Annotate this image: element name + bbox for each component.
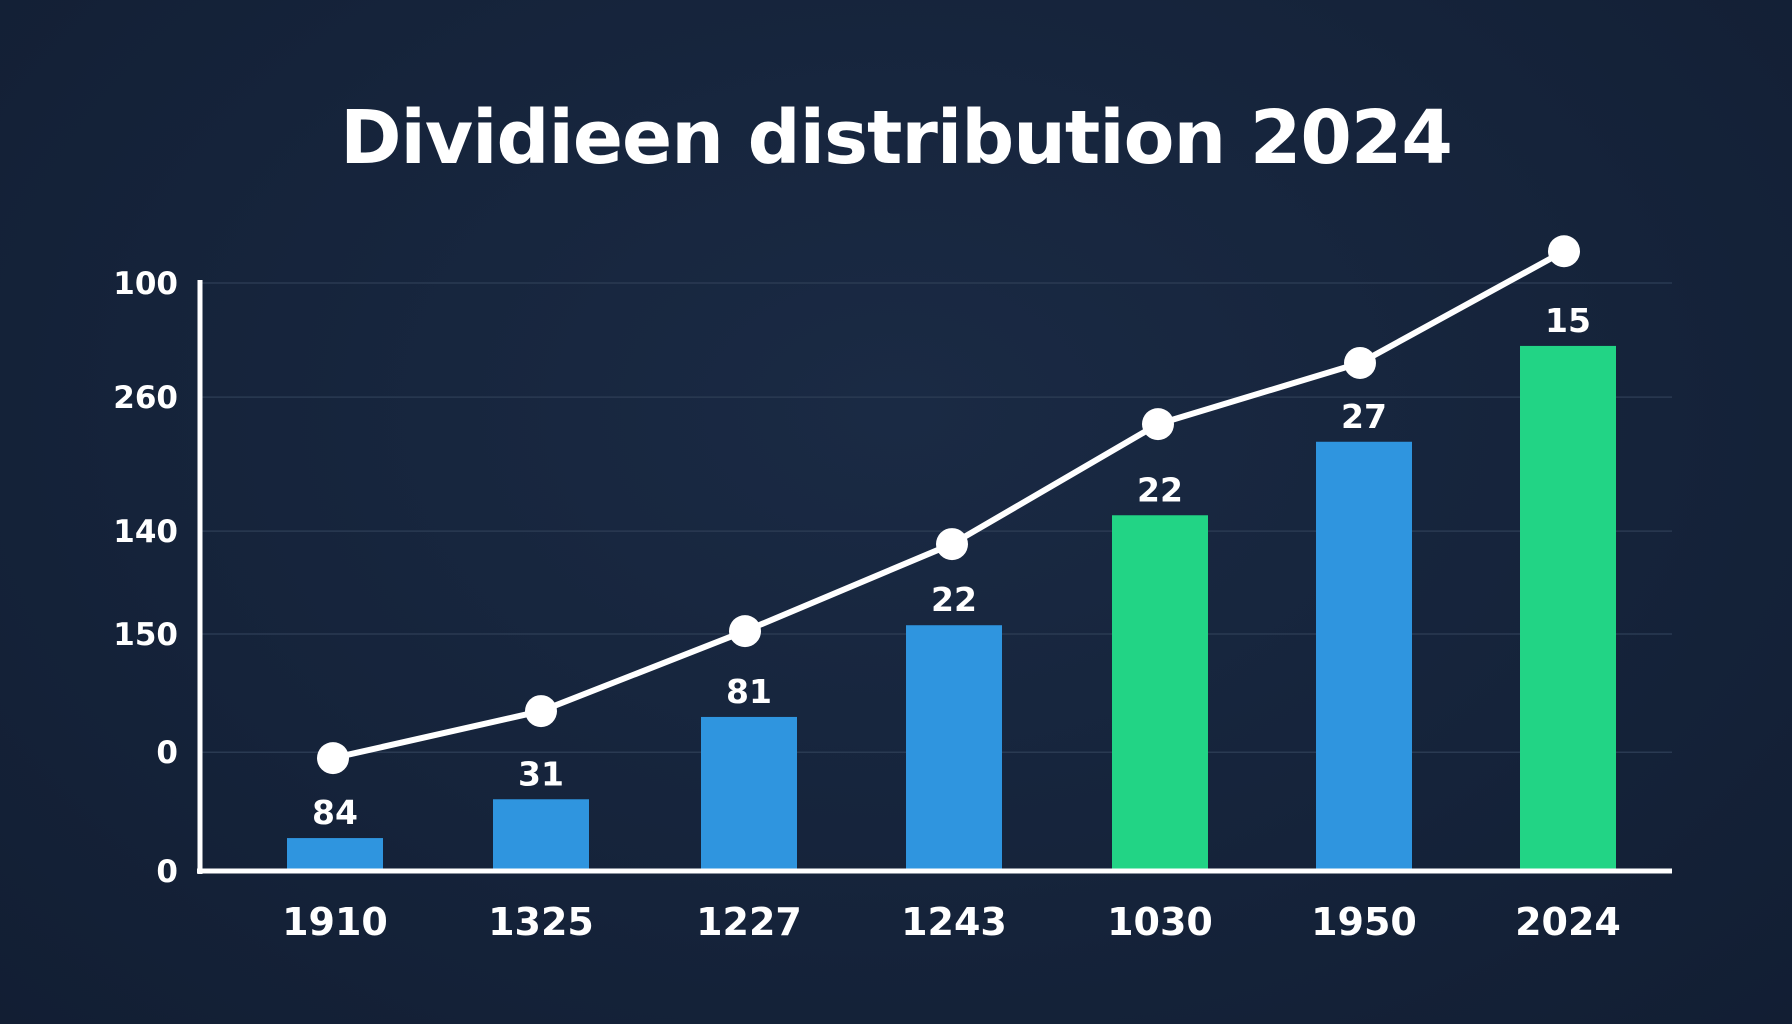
data-label: 27 [1341,397,1387,436]
bar [493,799,589,871]
trend-point [729,615,761,648]
data-label: 31 [518,754,564,793]
bar [1316,441,1412,871]
y-tick-label: 0 [156,854,178,890]
bar [701,716,797,871]
trend-point [936,528,968,561]
bar [1112,515,1208,871]
data-label: 81 [726,672,772,711]
y-tick-label: 140 [113,514,178,550]
y-tick-label: 100 [113,266,178,302]
x-tick-label: 2024 [1515,900,1621,944]
bar [906,625,1002,871]
x-tick-label: 1227 [696,900,802,944]
y-tick-label: 0 [156,735,178,771]
x-tick-label: 1910 [282,900,388,944]
x-tick-label: 1325 [488,900,594,944]
trend-point [1142,408,1174,441]
bar [1520,345,1616,871]
y-tick-label: 150 [113,617,178,653]
data-label: 22 [1137,470,1183,509]
x-tick-label: 1030 [1107,900,1213,944]
data-label: 15 [1545,301,1591,340]
chart-title: Dividieen distribution 2024 [340,95,1453,181]
trend-point [525,695,557,728]
y-tick-label: 260 [113,380,178,416]
trend-point [1344,346,1376,379]
data-label: 84 [312,793,358,832]
data-label: 22 [931,580,977,619]
bar [287,838,383,871]
x-tick-label: 1950 [1311,900,1417,944]
trend-point [317,742,349,775]
x-tick-label: 1243 [901,900,1007,944]
trend-point [1548,235,1580,268]
